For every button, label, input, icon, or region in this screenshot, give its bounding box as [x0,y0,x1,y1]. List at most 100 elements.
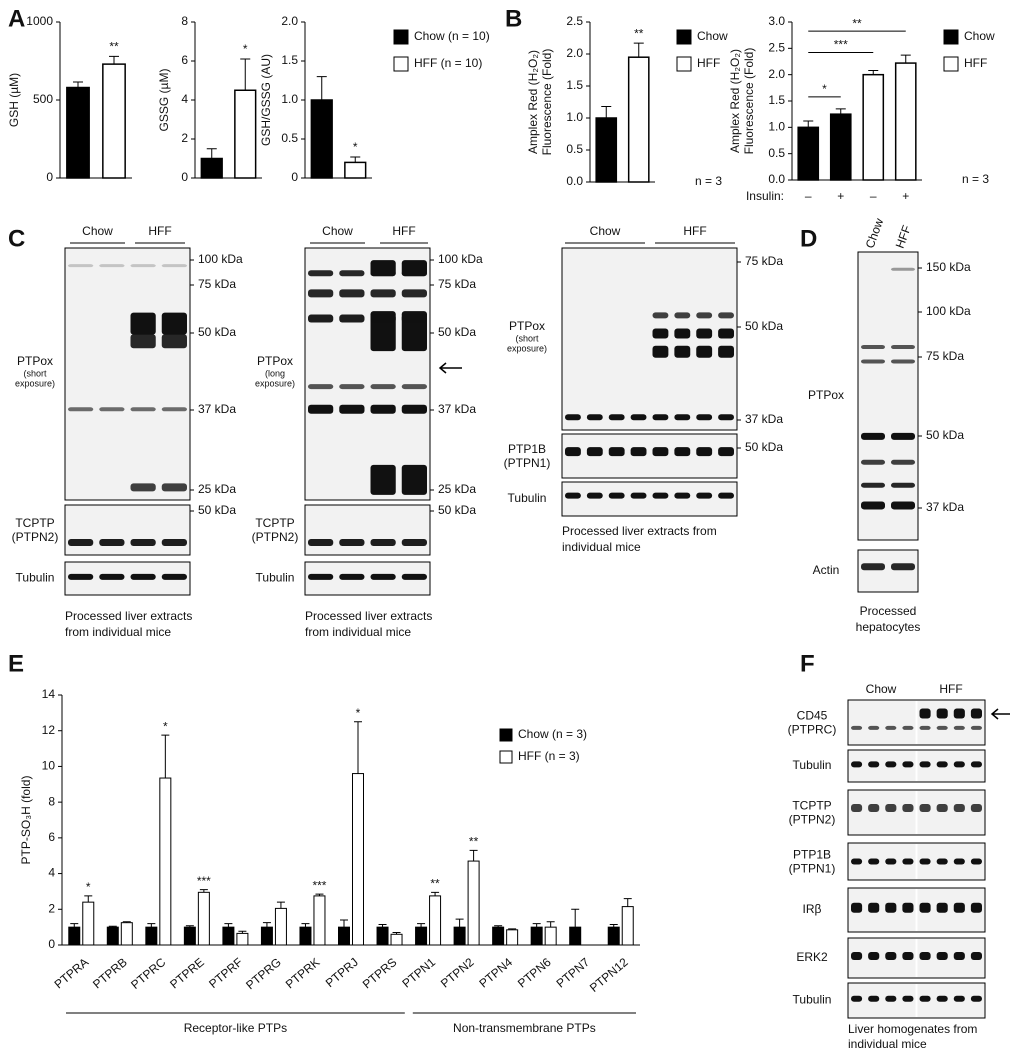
protein-label: ERK2 [796,950,828,964]
x-tick-label: PTPRS [360,955,400,991]
bar [183,926,196,946]
protein-label: PTP1B [508,442,546,456]
blot-band [674,345,691,358]
protein-label: PTPox [17,354,53,368]
blot-band [339,314,365,323]
x-tick-label: PTPN6 [515,955,554,991]
significance: * [356,706,361,720]
significance: * [86,880,91,894]
exposure-note: exposure) [255,378,295,388]
error-bar [262,922,271,928]
blot-band [370,539,396,546]
marker-label: 37 kDa [926,500,964,514]
error-bar [609,923,618,928]
blot-band [401,384,427,390]
bar [862,73,885,181]
x-tick-label: PTPRC [128,955,168,992]
blot-band [339,289,365,298]
blot-band [652,492,669,499]
y-tick-label: 3.0 [768,14,785,28]
error-bar [392,932,401,935]
marker-label: 37 kDa [198,402,236,416]
y-tick-label: 1.0 [281,92,298,106]
error-bar [185,925,194,928]
marker-label: 50 kDa [745,440,783,454]
blot-band [161,483,187,492]
bar [236,932,249,946]
x-tick-label: PTPRK [283,955,323,991]
error-bar [571,908,580,928]
blot-band [902,902,914,913]
blot-band [868,902,880,913]
error-bar [354,721,362,774]
blot-band [130,573,156,580]
error-bar [240,58,251,91]
error-bar [73,81,83,88]
bar [145,926,158,946]
blot-band [652,447,669,457]
blot-band [953,725,965,730]
blot-band [401,539,427,546]
blot-band [851,952,863,960]
blot-band [953,902,965,913]
x-tick-label: PTPRB [90,955,130,991]
x-tick-label: PTPN12 [587,955,631,995]
blot-band [919,708,931,719]
blot-band [652,345,669,358]
y-tick-label: 2.5 [566,14,583,28]
blot-band [339,404,365,414]
blot-strip [561,247,738,431]
y-tick-label: 500 [33,92,53,106]
blot-band [674,447,691,457]
legend-label: HFF (n = 3) [518,749,580,763]
lane-label: Chow [863,216,887,250]
y-tick-label: 4 [48,866,55,880]
blot-band [861,482,885,488]
y-tick-label: 10 [42,759,56,773]
legend-label: HFF [697,56,720,70]
caption: individual mice [848,1037,927,1050]
x-tick-label: – [805,189,812,203]
blot-band [339,270,365,277]
blot-band [370,314,396,323]
caption: individual mice [562,540,641,554]
blot-band [718,414,734,421]
error-bar [122,921,131,923]
legend-label: Chow (n = 10) [414,29,490,43]
blot-band [718,447,734,457]
blot-band [861,563,885,571]
blot-band [586,492,603,499]
y-tick-label: 0 [291,170,298,184]
blot-band [718,328,734,339]
lane-label: Chow [590,224,621,238]
blot-band [370,573,396,580]
blot-band [891,459,915,465]
legend-swatch [499,750,513,764]
x-tick-label: PTPN1 [399,955,438,991]
exposure-note: (short [515,333,539,343]
blot-band [161,334,187,349]
y-tick-label: 4 [181,92,188,106]
error-bar [238,930,247,934]
exposure-note: exposure) [15,378,55,388]
lane-label: Chow [82,224,113,238]
blot-band [696,414,713,421]
marker-label: 75 kDa [438,277,476,291]
protein-label: (PTPN2) [252,530,299,544]
y-tick-label: 1.0 [768,120,785,134]
significance: ** [469,835,479,849]
blot-band [953,952,965,960]
bar [120,922,133,946]
blot-band [608,492,625,499]
blot-band [970,725,982,730]
y-tick-label: 2.0 [566,46,583,60]
blot-band [902,995,914,1002]
blot-band [919,858,931,865]
y-tick-label: 2 [48,901,55,915]
caption: Processed liver extracts from [562,524,717,538]
bar [894,62,917,181]
protein-label: PTP1B [793,848,831,862]
blot-band [902,952,914,960]
blot-band [851,725,863,730]
